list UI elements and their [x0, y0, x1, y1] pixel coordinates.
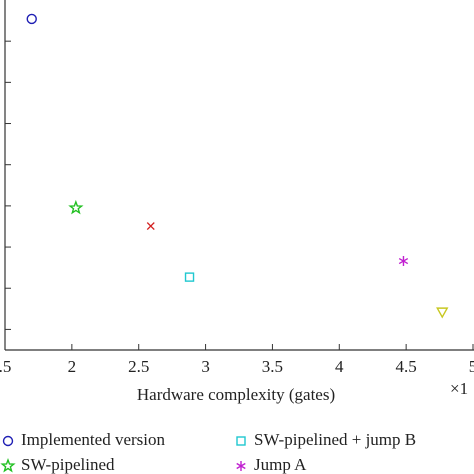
x-tick-label: 4 [335, 357, 344, 376]
x-tick-label: 2 [68, 357, 77, 376]
x-tick-label: 2.5 [128, 357, 149, 376]
marker-circle [26, 13, 37, 25]
marker-triangle [436, 307, 449, 319]
x-tick-label: .5 [0, 357, 11, 376]
x-tick-label: 5 [469, 357, 474, 376]
marker-circle [2, 435, 14, 447]
marker-star [68, 199, 84, 215]
marker-part [398, 256, 409, 267]
marker-asterisk [236, 461, 246, 471]
x-axis-label: Hardware complexity (gates) [137, 385, 335, 404]
legend-label: Jump A [254, 455, 307, 474]
marker-part [146, 222, 155, 231]
legend-label: SW-pipelined [21, 455, 115, 474]
legend-label: SW-pipelined + jump B [254, 430, 416, 449]
marker-square [184, 272, 195, 282]
marker-part [2, 435, 14, 447]
marker-part [436, 307, 449, 319]
marker-part [184, 272, 195, 282]
marker-star [0, 457, 16, 473]
x-axis-multiplier: ×1 [450, 379, 468, 398]
marker-part [68, 199, 84, 215]
marker-x [146, 222, 155, 231]
legend-label: Implemented version [21, 430, 165, 449]
x-tick-label: 3.5 [262, 357, 283, 376]
x-tick-label: 4.5 [396, 357, 417, 376]
marker-square [236, 436, 246, 446]
marker-asterisk [398, 256, 409, 267]
x-tick-label: 3 [201, 357, 210, 376]
marker-part [0, 457, 16, 473]
marker-part [236, 461, 246, 471]
marker-part [236, 436, 246, 446]
marker-part [26, 13, 37, 25]
